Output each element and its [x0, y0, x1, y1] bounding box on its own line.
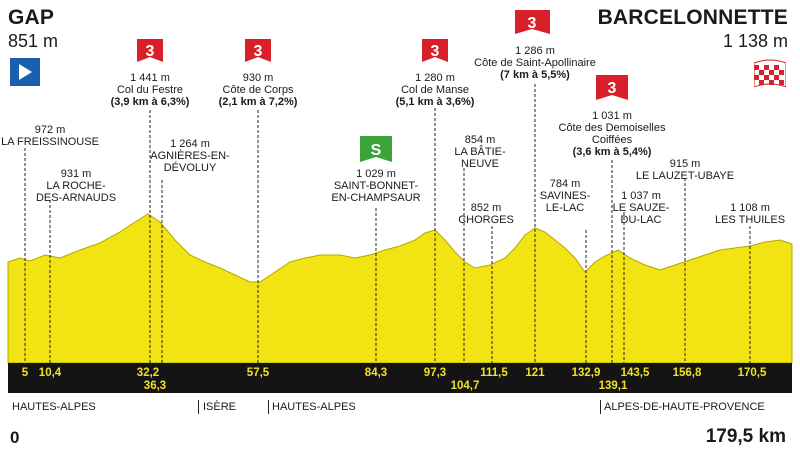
sprint-icon: S	[360, 136, 392, 162]
climb-label: 1 286 m Côte de Saint-Apollinaire (7 km à …	[474, 45, 596, 81]
place-label: 852 m CHORGES	[458, 202, 514, 226]
km-mark: 104,7	[450, 380, 480, 392]
km-mark: 132,9	[571, 367, 601, 379]
km-mark: 57,5	[246, 367, 270, 379]
svg-text:3: 3	[431, 43, 440, 60]
km-mark: 139,1	[598, 380, 628, 392]
place-label: 854 m LA BÂTIE- NEUVE	[454, 134, 506, 170]
region-separator	[600, 400, 601, 414]
start-town: GAP	[8, 6, 55, 29]
region-separator	[268, 400, 269, 414]
region-label: ALPES-DE-HAUTE-PROVENCE	[604, 401, 765, 413]
place-label: 784 m SAVINES- LE-LAC	[539, 178, 591, 214]
place-label: 1 029 m SAINT-BONNET- EN-CHAMPSAUR	[331, 168, 421, 204]
region-label: HAUTES-ALPES	[272, 401, 356, 413]
km-mark: 5	[21, 367, 29, 379]
region-separator	[198, 400, 199, 414]
climb-label: 1 441 m Col du Festre (3,9 km à 6,3%)	[110, 72, 190, 108]
climb-label: 1 280 m Col de Manse (5,1 km à 3,6%)	[395, 72, 475, 108]
region-label: ISÈRE	[203, 401, 237, 413]
region-label: HAUTES-ALPES	[12, 401, 96, 413]
place-label: 931 m LA ROCHE- DES-ARNAUDS	[35, 168, 117, 204]
profile-area	[7, 213, 793, 364]
svg-text:3: 3	[528, 15, 537, 32]
climb-category-icon: 3	[422, 39, 448, 62]
km-mark: 32,2	[136, 367, 160, 379]
km-mark: 170,5	[737, 367, 767, 379]
start-altitude: 851 m	[8, 31, 59, 51]
finish-town: BARCELONNETTE	[597, 6, 788, 29]
km-mark: 111,5	[480, 367, 508, 379]
km-band	[8, 363, 792, 393]
climb-label: 930 m Côte de Corps (2,1 km à 7,2%)	[218, 72, 298, 108]
climb-label: 1 031 m Côte des Demoiselles Coiffées (3,6 …	[558, 110, 666, 158]
km-mark: 84,3	[364, 367, 388, 379]
km-mark: 10,4	[38, 367, 62, 379]
climb-category-icon: 3	[515, 10, 550, 34]
km-mark: 97,3	[423, 367, 447, 379]
place-label: 972 m LA FREISSINOUSE	[1, 124, 99, 148]
svg-text:3: 3	[608, 80, 617, 97]
svg-text:3: 3	[146, 43, 155, 60]
place-label: 1 264 m AGNIÈRES-EN- DÉVOLUY	[150, 138, 230, 174]
svg-text:3: 3	[254, 43, 263, 60]
svg-text:S: S	[371, 142, 382, 159]
climb-category-icon: 3	[596, 75, 628, 100]
place-label: 1 037 m LE SAUZE- DU-LAC	[612, 190, 670, 226]
place-label: 1 108 m LES THUILES	[714, 202, 786, 226]
climb-category-icon: 3	[245, 39, 271, 62]
km-mark: 36,3	[143, 380, 167, 392]
start-flag-icon	[10, 58, 40, 86]
finish-flag-icon	[754, 57, 786, 87]
climb-category-icon: 3	[137, 39, 163, 62]
finish-altitude: 1 138 m	[722, 31, 788, 51]
distance-start: 0	[10, 428, 20, 447]
km-mark: 121	[525, 367, 545, 379]
place-label: 915 m LE LAUZET-UBAYE	[635, 158, 735, 182]
km-mark: 156,8	[672, 367, 702, 379]
km-mark: 143,5	[620, 367, 650, 379]
distance-total: 179,5 km	[705, 426, 786, 447]
